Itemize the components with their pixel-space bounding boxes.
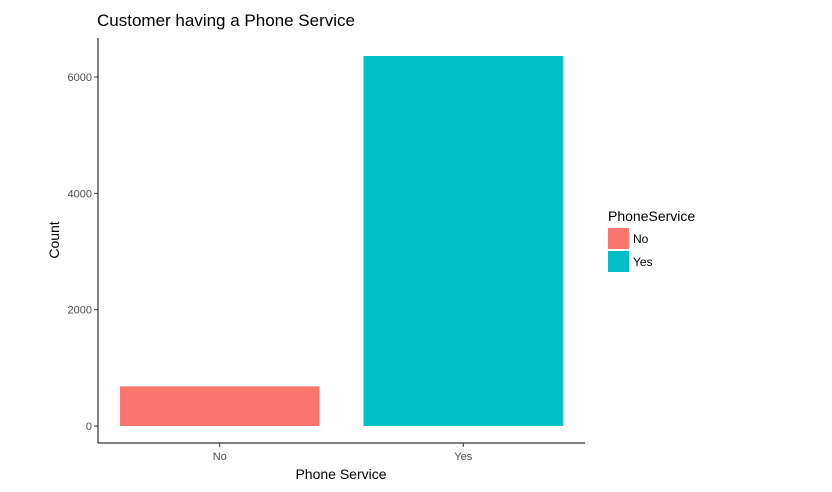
x-axis-title: Phone Service xyxy=(295,466,386,482)
legend-label-no: No xyxy=(633,232,649,246)
legend: PhoneService No Yes xyxy=(608,208,695,272)
legend-key-yes xyxy=(608,251,629,272)
x-axis: No Yes xyxy=(98,442,585,463)
legend-key-no xyxy=(608,228,629,249)
y-axis: 0 2000 4000 6000 xyxy=(68,38,99,443)
legend-label-yes: Yes xyxy=(633,255,653,269)
legend-title: PhoneService xyxy=(608,208,695,224)
x-tick-label: Yes xyxy=(454,451,472,463)
y-axis-title: Count xyxy=(46,221,62,258)
chart-title: Customer having a Phone Service xyxy=(97,11,355,30)
bar-yes xyxy=(363,56,563,427)
y-tick-label: 2000 xyxy=(68,305,92,317)
y-tick-label: 4000 xyxy=(68,188,92,200)
bar-no xyxy=(120,386,320,426)
y-tick-label: 0 xyxy=(86,421,92,433)
x-tick-label: No xyxy=(213,451,227,463)
y-tick-label: 6000 xyxy=(68,72,92,84)
bars xyxy=(120,56,563,427)
